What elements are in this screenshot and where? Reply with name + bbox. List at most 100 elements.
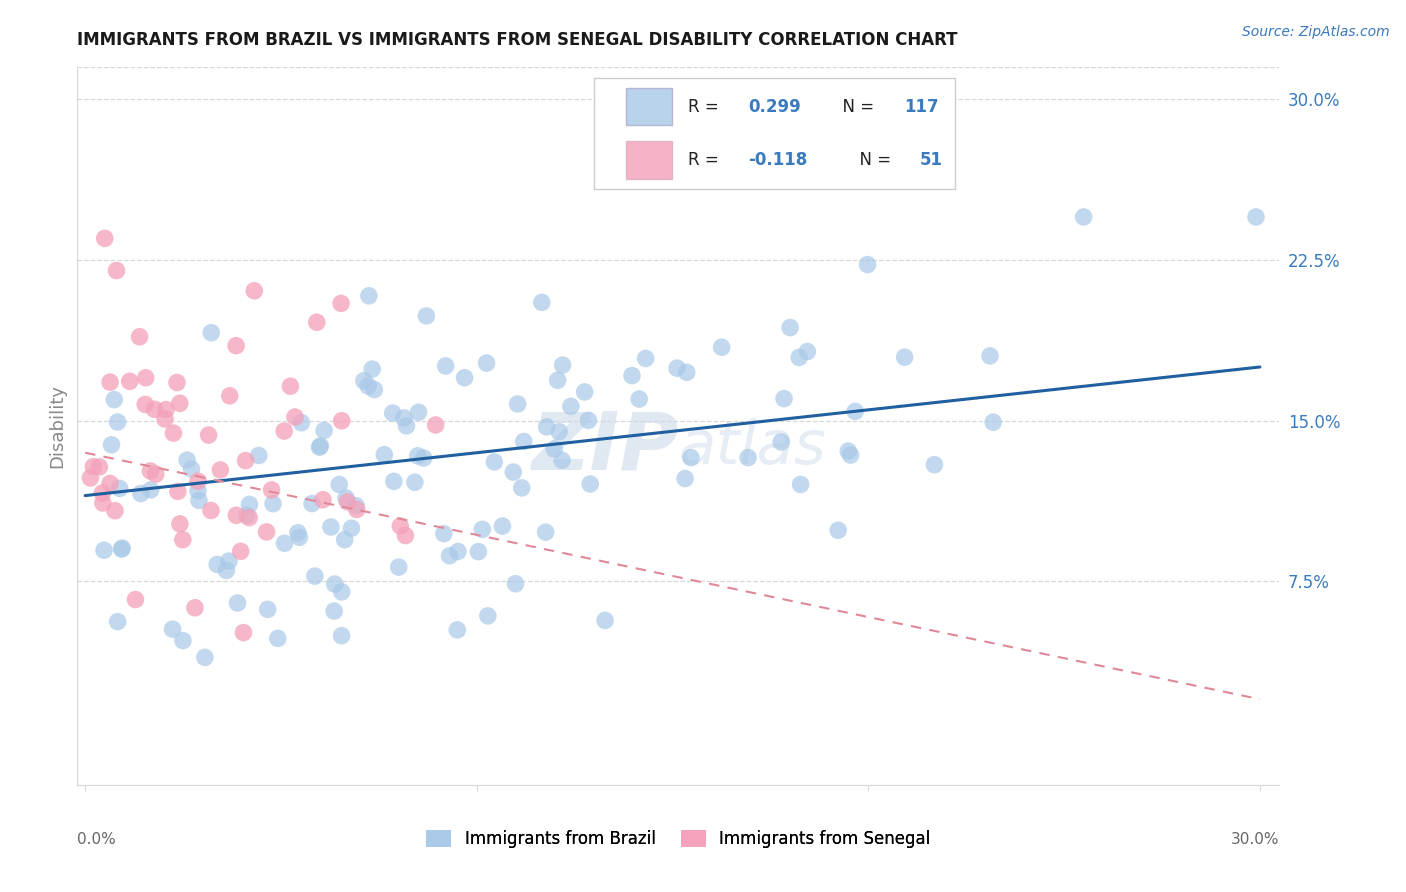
Point bbox=[105, 263, 128, 277]
Point bbox=[408, 405, 430, 419]
Point bbox=[100, 438, 122, 452]
Point bbox=[166, 484, 188, 499]
Text: R =: R = bbox=[688, 151, 724, 169]
Point bbox=[280, 379, 302, 393]
Point bbox=[305, 315, 328, 329]
Point bbox=[200, 326, 222, 340]
Point bbox=[679, 450, 702, 465]
Point bbox=[893, 350, 915, 364]
Point bbox=[530, 295, 553, 310]
Point bbox=[218, 389, 240, 403]
Point bbox=[381, 406, 404, 420]
Point bbox=[388, 560, 411, 574]
Point bbox=[301, 497, 323, 511]
Point bbox=[162, 622, 184, 636]
Text: 0.299: 0.299 bbox=[748, 97, 801, 116]
Point bbox=[551, 453, 574, 467]
Point bbox=[433, 526, 456, 541]
Point bbox=[304, 569, 326, 583]
Point bbox=[389, 519, 412, 533]
Point bbox=[593, 614, 616, 628]
Point bbox=[98, 476, 121, 491]
Point bbox=[415, 309, 437, 323]
Point bbox=[839, 448, 862, 462]
Point bbox=[979, 349, 1001, 363]
Point bbox=[330, 414, 353, 428]
Point bbox=[93, 231, 115, 245]
Point bbox=[373, 448, 395, 462]
Point bbox=[340, 521, 363, 535]
Point bbox=[328, 477, 350, 491]
Point bbox=[128, 330, 150, 344]
Point bbox=[543, 442, 565, 456]
Point bbox=[620, 368, 643, 383]
Point bbox=[235, 453, 257, 467]
Point bbox=[93, 543, 115, 558]
Y-axis label: Disability: Disability bbox=[48, 384, 66, 468]
Point bbox=[187, 493, 209, 508]
Point bbox=[229, 544, 252, 558]
Point bbox=[513, 434, 536, 449]
Point bbox=[256, 602, 278, 616]
Point bbox=[323, 604, 346, 618]
Point bbox=[446, 623, 468, 637]
Point bbox=[98, 375, 121, 389]
Point bbox=[344, 499, 367, 513]
Point bbox=[187, 474, 209, 488]
Text: R =: R = bbox=[688, 97, 724, 116]
Point bbox=[104, 504, 127, 518]
Point bbox=[111, 541, 134, 556]
Point bbox=[238, 510, 260, 524]
Point bbox=[844, 404, 866, 418]
Point bbox=[232, 625, 254, 640]
Point bbox=[506, 397, 529, 411]
Point bbox=[392, 410, 415, 425]
Point bbox=[406, 449, 429, 463]
Point bbox=[180, 462, 202, 476]
Point bbox=[395, 418, 418, 433]
Point bbox=[737, 450, 759, 465]
Point bbox=[218, 554, 240, 568]
Point bbox=[288, 530, 311, 544]
Point bbox=[134, 397, 156, 411]
Point bbox=[628, 392, 651, 406]
Point bbox=[837, 444, 859, 458]
Point bbox=[484, 455, 506, 469]
Point bbox=[536, 420, 558, 434]
Text: IMMIGRANTS FROM BRAZIL VS IMMIGRANTS FROM SENEGAL DISABILITY CORRELATION CHART: IMMIGRANTS FROM BRAZIL VS IMMIGRANTS FRO… bbox=[77, 31, 957, 49]
FancyBboxPatch shape bbox=[626, 88, 672, 126]
Point bbox=[475, 356, 498, 370]
Point bbox=[108, 482, 131, 496]
Point bbox=[312, 492, 335, 507]
Point bbox=[118, 375, 141, 389]
Point bbox=[346, 502, 368, 516]
Text: 0.0%: 0.0% bbox=[77, 831, 117, 847]
Text: N =: N = bbox=[849, 151, 897, 169]
Point bbox=[770, 435, 793, 450]
Point bbox=[547, 373, 569, 387]
Point bbox=[548, 425, 571, 439]
Point bbox=[91, 486, 114, 500]
Point bbox=[194, 650, 217, 665]
Text: 30.0%: 30.0% bbox=[1232, 831, 1279, 847]
Point bbox=[673, 471, 696, 485]
Point bbox=[827, 523, 849, 537]
Point bbox=[1073, 210, 1095, 224]
Point bbox=[666, 361, 689, 376]
Point bbox=[335, 491, 357, 505]
Point bbox=[89, 459, 111, 474]
Point bbox=[439, 549, 461, 563]
Point bbox=[353, 374, 375, 388]
Point bbox=[787, 351, 810, 365]
Point bbox=[215, 563, 238, 577]
Point bbox=[91, 496, 114, 510]
Point bbox=[226, 596, 249, 610]
Point bbox=[238, 497, 260, 511]
Point bbox=[169, 396, 191, 410]
Point bbox=[172, 633, 194, 648]
Point bbox=[184, 600, 207, 615]
Point bbox=[471, 522, 494, 536]
Point bbox=[330, 629, 353, 643]
Point bbox=[330, 585, 353, 599]
Point bbox=[1244, 210, 1267, 224]
